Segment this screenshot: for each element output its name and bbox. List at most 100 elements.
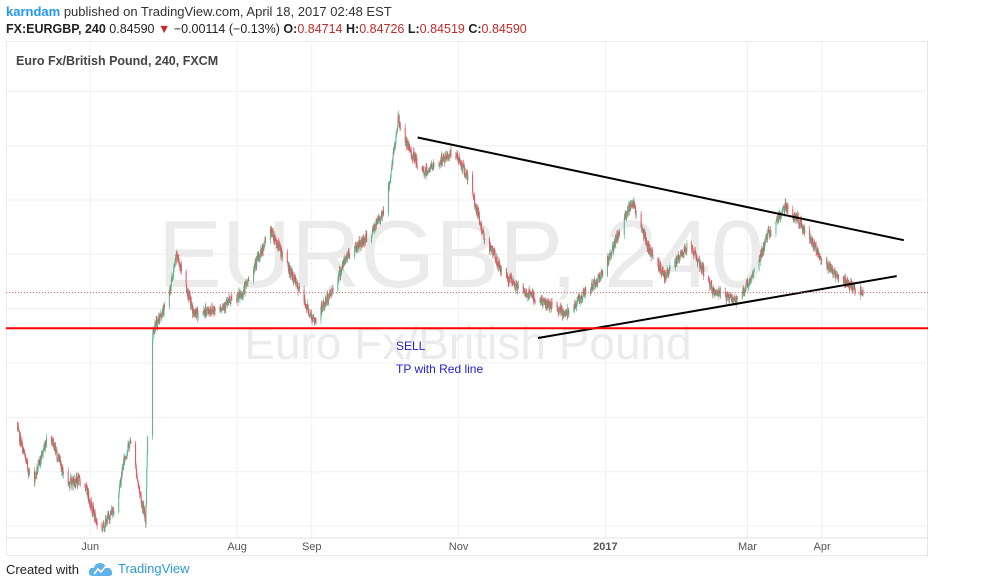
candle-body (557, 310, 559, 314)
candle-body (433, 164, 435, 167)
candle-body (244, 284, 246, 294)
candle-body (625, 213, 627, 215)
candle-body (230, 300, 232, 301)
candle-body (140, 496, 142, 504)
candle-body (475, 206, 477, 213)
chart-area[interactable]: EURGBP, 240 Euro Fx/British Pound Euro F… (5, 40, 979, 557)
annotation-tp[interactable]: TP with Red line (396, 362, 483, 376)
candle-body (143, 509, 145, 512)
candle-body (529, 291, 531, 299)
candle-body (708, 276, 710, 279)
annotation-sell[interactable]: SELL (396, 339, 426, 353)
candle-body (781, 210, 783, 212)
candle-body (513, 281, 515, 283)
candle-body (525, 292, 527, 296)
drawings[interactable] (6, 136, 928, 340)
candle-body (35, 472, 37, 479)
candle-body (534, 301, 536, 303)
candle-body (189, 295, 191, 300)
candle-body (467, 174, 469, 181)
candle-body (229, 300, 231, 303)
candle-body (380, 217, 382, 219)
candle-body (247, 279, 249, 285)
time-tick-label: Mar (738, 541, 757, 553)
candle-body (767, 230, 769, 233)
candle-body (176, 254, 178, 258)
candle-body (718, 292, 720, 297)
candle-body (617, 232, 619, 241)
candle-body (667, 272, 669, 276)
candle-body (287, 262, 289, 267)
candle-body (542, 302, 544, 305)
candle-body (41, 451, 43, 458)
candle-body (28, 469, 30, 474)
candle-body (57, 457, 59, 460)
candle-body (477, 213, 479, 215)
candle-body (92, 506, 94, 511)
candle-body (594, 281, 596, 287)
candle-body (153, 332, 155, 334)
candle-body (747, 282, 749, 288)
candle-body (498, 260, 500, 267)
candle-body (107, 515, 109, 523)
high-label: H: (345, 22, 360, 36)
candle-body (172, 277, 174, 279)
candle-body (817, 255, 819, 256)
candle-body (725, 292, 727, 294)
candle-body (102, 526, 104, 528)
candle-body (833, 272, 835, 274)
candle-body (248, 279, 250, 282)
candle-body (557, 308, 559, 311)
tradingview-brand-link[interactable]: TradingView (118, 561, 190, 576)
candle-body (768, 229, 770, 232)
candle-body (826, 259, 828, 268)
candle-body (634, 202, 636, 207)
time-axis[interactable]: Jun Aug Sep Nov 2017 Mar Apr (6, 537, 928, 553)
candle-body (259, 251, 261, 258)
candle-body (137, 481, 139, 484)
candle-body (597, 277, 599, 278)
tradingview-cloud-icon[interactable] (88, 560, 114, 580)
candle-body (466, 171, 468, 174)
candle-body (652, 257, 654, 259)
candle-body (750, 278, 752, 280)
candle-body (281, 249, 283, 255)
candle-body (389, 182, 391, 186)
candle-body (524, 288, 526, 295)
candle-body (624, 213, 626, 220)
candle-body (783, 206, 785, 208)
candle-body (211, 307, 213, 312)
candle-body (702, 265, 704, 267)
candle-body (854, 284, 856, 291)
chart-title: Euro Fx/British Pound, 240, FXCM (16, 54, 218, 68)
candle-body (228, 298, 230, 304)
candle-body (679, 251, 681, 257)
candle-body (727, 294, 729, 298)
candle-body (68, 482, 70, 484)
candle-body (54, 450, 56, 451)
candle-body (409, 151, 411, 153)
candle-body (263, 245, 265, 250)
trendline[interactable] (417, 136, 905, 242)
candle-body (127, 444, 129, 451)
candle-body (567, 308, 569, 310)
candle-body (494, 251, 496, 253)
candle-body (242, 293, 244, 298)
candle-body (78, 475, 80, 485)
candle-body (322, 307, 324, 310)
price-chart[interactable]: EURGBP, 240 Euro Fx/British Pound Euro F… (5, 40, 979, 557)
candle-body (303, 289, 305, 302)
candle-body (474, 199, 476, 207)
candle-body (421, 168, 423, 169)
candle-body (651, 249, 653, 257)
author-link[interactable]: karndam (6, 4, 61, 19)
candle-body (25, 460, 27, 464)
candle-body (136, 476, 138, 479)
candle-body (205, 306, 207, 316)
candle-body (733, 299, 735, 301)
candle-body (340, 271, 342, 277)
candle-body (25, 457, 27, 460)
candle-body (221, 308, 223, 310)
candle-body (399, 127, 401, 129)
candle-body (416, 166, 418, 168)
